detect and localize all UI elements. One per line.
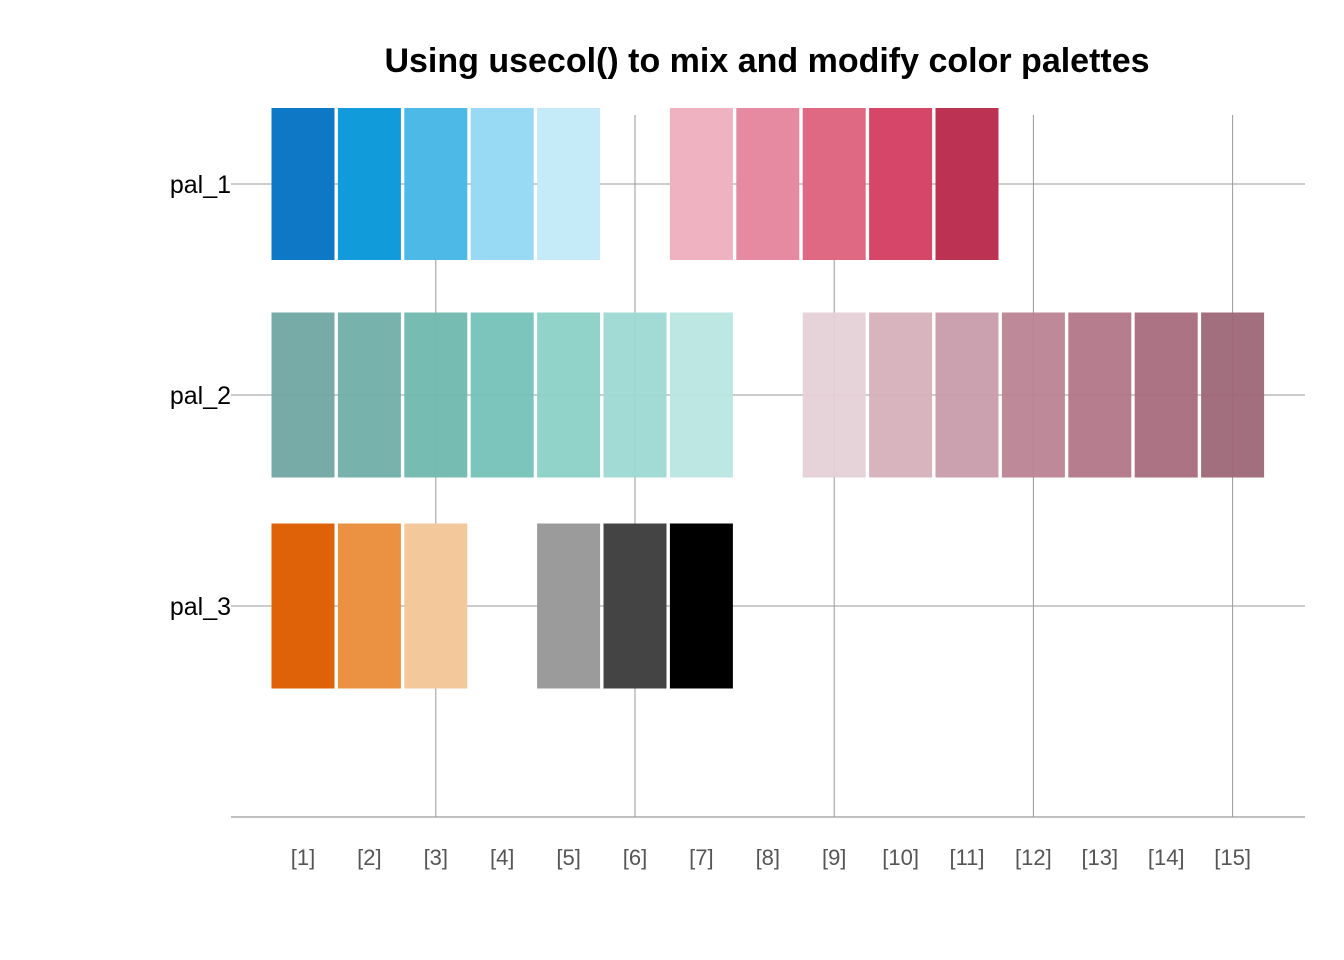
swatch-pal_3-3 [404,523,468,689]
x-tick-label-4: [4] [490,845,514,870]
swatch-pal_2-10 [869,312,933,478]
swatch-pal_2-11 [935,312,999,478]
swatch-pal_3-7 [669,523,733,689]
y-label-pal_3: pal_3 [170,593,231,621]
swatch-pal_2-5 [537,312,601,478]
swatch-pal_2-9 [802,312,866,478]
color-swatches [271,108,1265,689]
swatch-pal_2-7 [669,312,733,478]
chart-title: Using usecol() to mix and modify color p… [384,42,1149,80]
x-tick-label-11: [11] [949,845,984,870]
axis-labels: pal_1 pal_2 pal_3 [1] [2] [3] [4] [5] [6] [7] [8] [… [170,171,1251,870]
swatch-pal_1-10 [869,108,933,260]
swatch-pal_1-8 [736,108,800,260]
x-tick-label-6: [6] [623,845,647,870]
x-tick-label-12: [12] [1015,845,1052,870]
swatch-pal_3-1 [271,523,335,689]
swatch-pal_1-5 [537,108,601,260]
swatch-pal_2-1 [271,312,335,478]
swatch-pal_2-12 [1001,312,1065,478]
x-tick-label-10: [10] [882,845,919,870]
x-tick-label-7: [7] [689,845,713,870]
y-label-pal_1: pal_1 [170,171,231,199]
x-tick-label-9: [9] [822,845,846,870]
swatch-pal_2-3 [404,312,468,478]
swatch-pal_3-5 [537,523,601,689]
swatch-pal_1-11 [935,108,999,260]
swatch-pal_2-2 [337,312,401,478]
swatch-pal_1-1 [271,108,335,260]
x-tick-label-13: [13] [1081,845,1118,870]
swatch-pal_2-4 [470,312,534,478]
x-tick-label-15: [15] [1214,845,1251,870]
swatch-pal_2-15 [1201,312,1265,478]
x-tick-label-3: [3] [424,845,448,870]
swatch-pal_1-4 [470,108,534,260]
y-label-pal_2: pal_2 [170,382,231,410]
swatch-pal_1-3 [404,108,468,260]
x-tick-label-5: [5] [556,845,580,870]
swatch-pal_3-2 [337,523,401,689]
swatch-pal_2-6 [603,312,667,478]
swatch-pal_2-13 [1068,312,1132,478]
swatch-pal_3-6 [603,523,667,689]
x-tick-label-1: [1] [291,845,315,870]
x-tick-label-8: [8] [756,845,780,870]
swatch-pal_1-7 [669,108,733,260]
x-tick-label-14: [14] [1148,845,1185,870]
swatch-pal_1-9 [802,108,866,260]
swatch-pal_2-14 [1134,312,1198,478]
x-tick-label-2: [2] [357,845,381,870]
swatch-pal_1-2 [337,108,401,260]
